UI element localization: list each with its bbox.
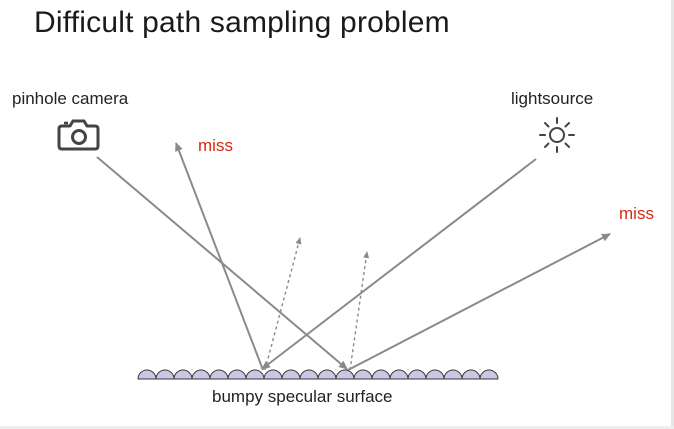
surface-label: bumpy specular surface xyxy=(212,387,393,406)
dotted-ray xyxy=(349,251,370,371)
camera-icon xyxy=(57,119,100,151)
dotted-ray xyxy=(264,237,302,371)
reflection-miss-ray xyxy=(175,142,264,371)
page-title: Difficult path sampling problem xyxy=(34,6,450,39)
miss-label-right: miss xyxy=(619,204,654,223)
camera-label: pinhole camera xyxy=(12,89,129,108)
sun-icon xyxy=(539,117,575,153)
reflection-miss-ray xyxy=(347,233,611,371)
light-ray xyxy=(261,158,537,370)
slide-edge xyxy=(671,0,674,429)
bumpy-surface xyxy=(137,369,499,380)
light-rays xyxy=(96,142,611,371)
miss-label-left: miss xyxy=(198,136,233,155)
sampled-rays xyxy=(264,237,370,371)
light-label: lightsource xyxy=(511,89,594,108)
slide-edge xyxy=(0,426,674,429)
